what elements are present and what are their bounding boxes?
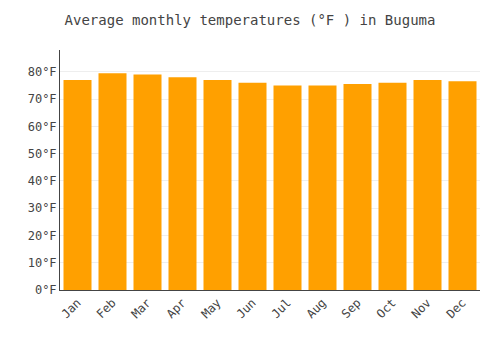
svg-text:Nov: Nov: [409, 296, 434, 321]
svg-text:40°F: 40°F: [28, 174, 57, 188]
svg-text:60°F: 60°F: [28, 120, 57, 134]
svg-text:Feb: Feb: [94, 296, 119, 321]
svg-text:Jan: Jan: [59, 296, 84, 321]
svg-text:10°F: 10°F: [28, 256, 57, 270]
svg-text:Average monthly temperatures (: Average monthly temperatures (°F ) in Bu…: [65, 12, 436, 28]
svg-text:Jun: Jun: [234, 296, 259, 321]
svg-text:May: May: [199, 296, 224, 321]
svg-text:Aug: Aug: [304, 296, 329, 321]
svg-text:Apr: Apr: [164, 296, 189, 321]
svg-text:30°F: 30°F: [28, 201, 57, 215]
svg-text:Dec: Dec: [444, 296, 469, 321]
svg-text:50°F: 50°F: [28, 147, 57, 161]
svg-text:Sep: Sep: [339, 296, 364, 321]
svg-text:20°F: 20°F: [28, 229, 57, 243]
svg-text:70°F: 70°F: [28, 92, 57, 106]
svg-text:0°F: 0°F: [35, 283, 57, 297]
svg-text:Oct: Oct: [374, 296, 399, 321]
svg-text:Jul: Jul: [269, 296, 294, 321]
svg-text:Mar: Mar: [129, 296, 154, 321]
svg-text:80°F: 80°F: [28, 65, 57, 79]
